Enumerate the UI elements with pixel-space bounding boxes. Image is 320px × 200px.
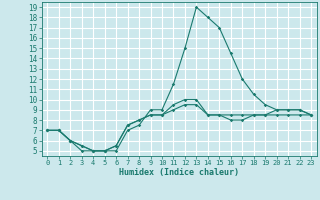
X-axis label: Humidex (Indice chaleur): Humidex (Indice chaleur) [119, 168, 239, 177]
